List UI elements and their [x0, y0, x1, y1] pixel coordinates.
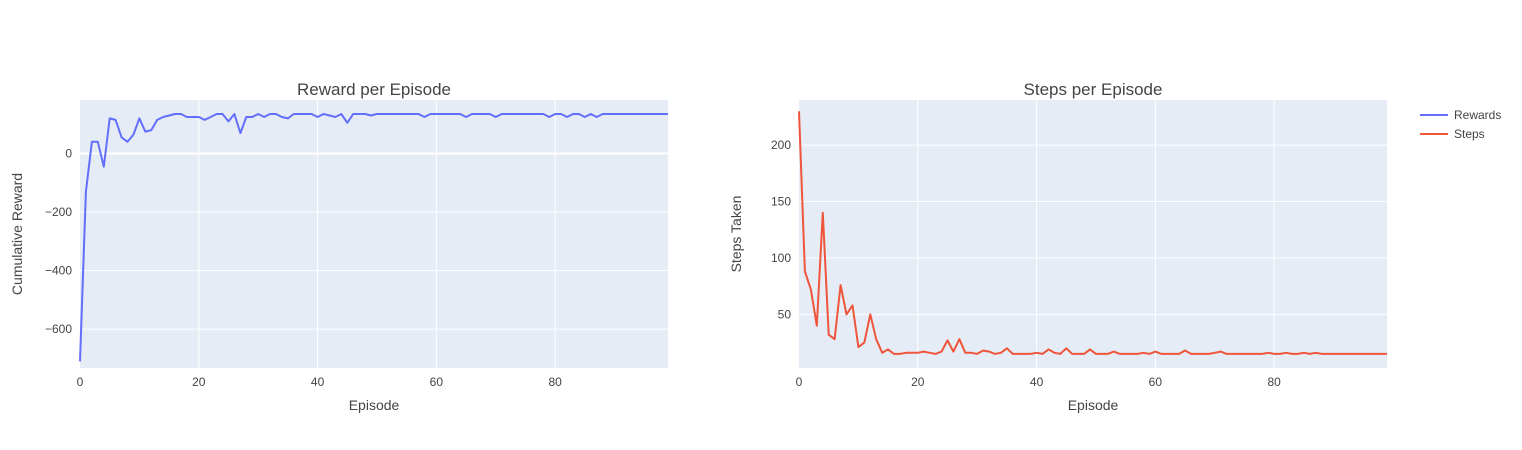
steps-y-tick-label: 200 [771, 138, 791, 152]
steps-x-ticks: 0 20 40 60 80 [796, 375, 1281, 389]
reward-x-axis-title: Episode [349, 397, 400, 413]
steps-x-tick-label: 0 [796, 375, 803, 389]
reward-x-tick-label: 60 [430, 375, 444, 389]
reward-x-tick-label: 0 [77, 375, 84, 389]
reward-gridlines [80, 100, 668, 368]
reward-y-tick-label: −200 [45, 205, 72, 219]
reward-y-tick-label: −400 [45, 264, 72, 278]
reward-y-axis-title: Cumulative Reward [9, 173, 25, 295]
reward-x-tick-label: 20 [192, 375, 206, 389]
steps-x-axis-title: Episode [1068, 397, 1119, 413]
reward-series-line [79, 113, 668, 362]
steps-y-tick-label: 50 [778, 307, 792, 321]
reward-chart-panel: 0 20 40 60 80 −600 −400 −200 0 Reward per Episo… [9, 80, 668, 413]
steps-x-tick-label: 40 [1030, 375, 1044, 389]
steps-y-axis-title: Steps Taken [728, 196, 744, 273]
steps-y-tick-label: 100 [771, 251, 791, 265]
reward-x-tick-label: 80 [548, 375, 562, 389]
reward-y-ticks: −600 −400 −200 0 [45, 147, 72, 337]
legend-item-steps[interactable]: Steps [1420, 127, 1485, 141]
reward-y-tick-label: 0 [65, 147, 72, 161]
reward-series [79, 113, 668, 362]
reward-plot-area [80, 100, 668, 368]
steps-x-tick-label: 80 [1267, 375, 1281, 389]
reward-y-tick-label: −600 [45, 322, 72, 336]
steps-plot-area [799, 100, 1387, 368]
steps-y-tick-label: 150 [771, 195, 791, 209]
steps-chart-title: Steps per Episode [1024, 80, 1163, 99]
steps-gridlines [799, 100, 1387, 368]
legend-label-steps: Steps [1454, 127, 1485, 141]
steps-y-ticks: 50 100 150 200 [771, 138, 791, 321]
legend-label-rewards: Rewards [1454, 108, 1501, 122]
legend[interactable]: Rewards Steps [1420, 108, 1501, 141]
reward-x-ticks: 0 20 40 60 80 [77, 375, 562, 389]
steps-series [798, 111, 1387, 355]
reward-x-tick-label: 40 [311, 375, 325, 389]
steps-x-tick-label: 60 [1149, 375, 1163, 389]
steps-x-tick-label: 20 [911, 375, 925, 389]
steps-series-line [798, 111, 1387, 355]
legend-item-rewards[interactable]: Rewards [1420, 108, 1501, 122]
reward-chart-title: Reward per Episode [297, 80, 451, 99]
